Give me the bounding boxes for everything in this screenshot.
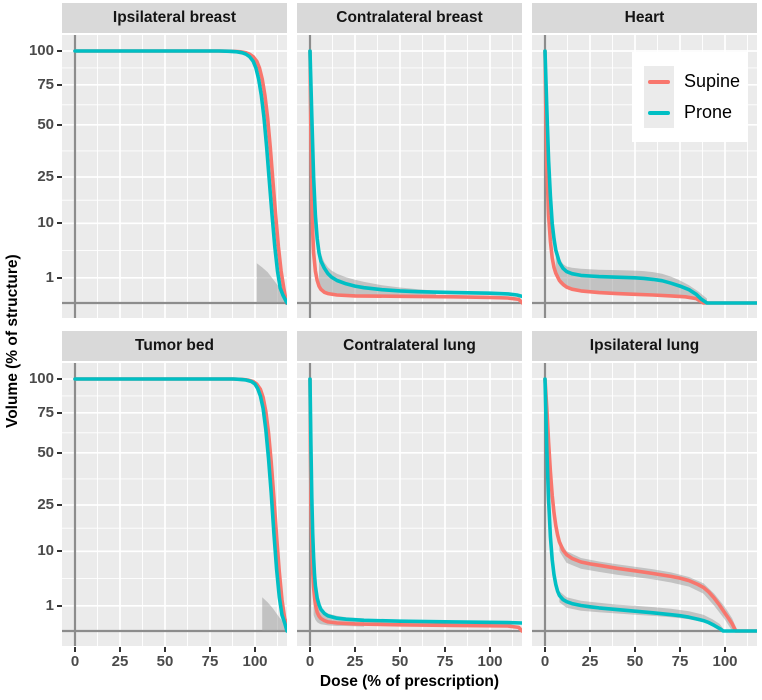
y-tick-label: 75 bbox=[37, 404, 54, 421]
y-tick-label: 100 bbox=[28, 42, 54, 59]
legend-label-supine: Supine bbox=[684, 71, 741, 91]
y-tick-mark bbox=[57, 124, 62, 126]
panel-contralateral-lung bbox=[297, 363, 522, 646]
facet-strip-label: Heart bbox=[624, 9, 665, 26]
y-tick-mark bbox=[57, 378, 62, 380]
x-tick-mark bbox=[309, 647, 311, 652]
x-tick-mark bbox=[74, 647, 76, 652]
x-tick-label: 50 bbox=[156, 653, 174, 670]
y-tick-label: 25 bbox=[37, 168, 54, 185]
y-tick-mark bbox=[57, 84, 62, 86]
y-tick-label: 100 bbox=[28, 370, 54, 387]
y-tick-label: 75 bbox=[37, 76, 54, 93]
x-tick-mark bbox=[254, 647, 256, 652]
x-tick-label: 75 bbox=[436, 653, 454, 670]
supine-curve bbox=[308, 49, 522, 305]
x-tick-mark bbox=[724, 647, 726, 652]
x-tick-mark bbox=[399, 647, 401, 652]
facet-strip-label: Contralateral lung bbox=[343, 337, 476, 354]
x-tick-mark bbox=[589, 647, 591, 652]
x-tick-mark bbox=[444, 647, 446, 652]
x-tick-label: 0 bbox=[305, 653, 315, 670]
y-tick-label: 50 bbox=[37, 116, 54, 133]
x-tick-label: 25 bbox=[346, 653, 364, 670]
panel-contralateral-breast bbox=[297, 35, 522, 318]
legend-label-prone: Prone bbox=[684, 102, 733, 122]
confidence-band bbox=[559, 540, 738, 631]
x-tick-label: 25 bbox=[581, 653, 599, 670]
y-tick-label: 25 bbox=[37, 496, 54, 513]
legend-item-supine: Supine bbox=[632, 66, 748, 97]
x-tick-label: 75 bbox=[671, 653, 689, 670]
facet-strip-tumor-bed: Tumor bed bbox=[62, 331, 287, 361]
legend: Supine Prone bbox=[632, 52, 748, 142]
reference-lines bbox=[62, 363, 287, 646]
y-tick-mark bbox=[57, 412, 62, 414]
supine-curve bbox=[543, 49, 757, 305]
prone-line-swatch bbox=[648, 110, 670, 115]
x-tick-mark bbox=[679, 647, 681, 652]
prone-curve bbox=[543, 377, 757, 633]
facet-strip-label: Ipsilateral lung bbox=[589, 337, 700, 354]
facet-strip-label: Contralateral breast bbox=[336, 9, 483, 26]
supine-curve bbox=[543, 377, 757, 633]
prone-curve bbox=[543, 49, 757, 305]
y-tick-label: 10 bbox=[37, 542, 54, 559]
legend-item-prone: Prone bbox=[632, 97, 748, 128]
x-tick-label: 75 bbox=[201, 653, 219, 670]
y-tick-mark bbox=[57, 550, 62, 552]
supine-line-swatch bbox=[648, 79, 670, 84]
reference-lines bbox=[62, 35, 287, 318]
y-tick-label: 1 bbox=[45, 269, 54, 286]
confidence-band bbox=[256, 263, 287, 303]
confidence-band bbox=[262, 597, 287, 631]
x-tick-label: 0 bbox=[540, 653, 550, 670]
x-tick-mark bbox=[354, 647, 356, 652]
x-tick-label: 25 bbox=[111, 653, 129, 670]
prone-curve bbox=[308, 49, 522, 299]
x-tick-label: 50 bbox=[391, 653, 409, 670]
y-tick-mark bbox=[57, 277, 62, 279]
x-tick-mark bbox=[544, 647, 546, 652]
y-tick-mark bbox=[57, 504, 62, 506]
legend-key-box bbox=[644, 97, 674, 128]
x-tick-mark bbox=[209, 647, 211, 652]
facet-strip-label: Tumor bed bbox=[135, 337, 214, 354]
y-tick-label: 10 bbox=[37, 214, 54, 231]
facet-strip-ipsilateral-lung: Ipsilateral lung bbox=[532, 331, 757, 361]
panel-ipsilateral-lung bbox=[532, 363, 757, 646]
facet-strip-heart: Heart bbox=[532, 3, 757, 33]
x-tick-mark bbox=[164, 647, 166, 652]
x-tick-label: 100 bbox=[242, 653, 268, 670]
y-tick-label: 1 bbox=[45, 597, 54, 614]
prone-curve bbox=[73, 49, 287, 305]
facet-strip-label: Ipsilateral breast bbox=[112, 9, 237, 26]
x-tick-mark bbox=[634, 647, 636, 652]
facet-strip-contralateral-lung: Contralateral lung bbox=[297, 331, 522, 361]
panel-ipsilateral-breast bbox=[62, 35, 287, 318]
x-tick-label: 100 bbox=[712, 653, 738, 670]
y-tick-mark bbox=[57, 452, 62, 454]
facet-strip-ipsilateral-breast: Ipsilateral breast bbox=[62, 3, 287, 33]
x-axis-title: Dose (% of prescription) bbox=[319, 673, 500, 690]
y-tick-mark bbox=[57, 50, 62, 52]
x-tick-label: 100 bbox=[477, 653, 503, 670]
x-tick-mark bbox=[489, 647, 491, 652]
prone-curve bbox=[308, 377, 522, 625]
confidence-band bbox=[555, 246, 707, 303]
y-tick-mark bbox=[57, 222, 62, 224]
facet-strip-contralateral-breast: Contralateral breast bbox=[297, 3, 522, 33]
x-tick-label: 0 bbox=[70, 653, 80, 670]
y-tick-mark bbox=[57, 176, 62, 178]
panel-tumor-bed bbox=[62, 363, 287, 646]
prone-curve bbox=[73, 377, 287, 633]
y-tick-mark bbox=[57, 605, 62, 607]
legend-key-box bbox=[644, 66, 674, 97]
x-tick-mark bbox=[119, 647, 121, 652]
x-tick-label: 50 bbox=[626, 653, 644, 670]
y-tick-label: 50 bbox=[37, 444, 54, 461]
